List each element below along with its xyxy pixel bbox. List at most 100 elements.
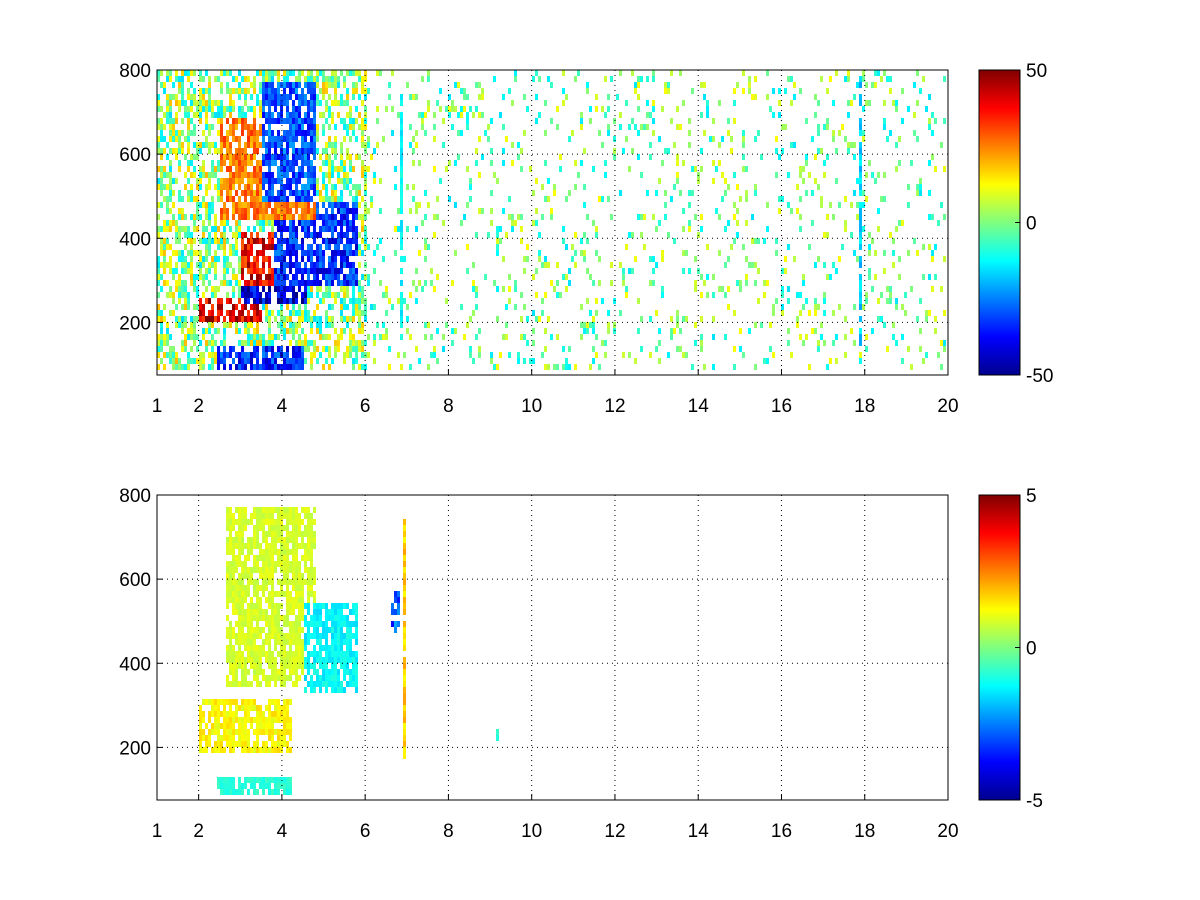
top-heatmap-cell	[163, 88, 166, 94]
top-heatmap-cell	[205, 346, 208, 352]
top-heatmap-cell	[253, 208, 256, 214]
bottom-heatmap-cell	[217, 705, 220, 711]
top-heatmap-cell	[232, 304, 235, 310]
top-heatmap-cell	[856, 214, 859, 220]
top-heatmap-cell	[346, 214, 349, 220]
top-heatmap-cell	[358, 232, 361, 238]
top-heatmap-cell	[724, 226, 727, 232]
top-heatmap-cell	[343, 298, 346, 304]
bottom-heatmap-cell	[253, 783, 256, 789]
top-heatmap-cell	[718, 100, 721, 106]
top-heatmap-cell	[322, 112, 325, 118]
top-heatmap-cell	[187, 364, 190, 370]
top-heatmap-cell	[400, 202, 403, 208]
top-colorbar-tick-labels: 500-50	[1015, 61, 1053, 387]
bottom-heatmap-cell	[271, 609, 274, 615]
top-heatmap-cell	[271, 136, 274, 142]
bottom-heatmap-cell	[307, 669, 310, 675]
top-heatmap-cell	[286, 100, 289, 106]
top-heatmap-cell	[310, 124, 313, 130]
top-heatmap-cell	[349, 298, 352, 304]
bottom-heatmap-cell	[283, 507, 286, 513]
top-heatmap-cell	[937, 352, 940, 358]
top-heatmap-cell	[205, 208, 208, 214]
top-heatmap-cell	[202, 364, 205, 370]
top-heatmap-cell	[259, 208, 262, 214]
top-heatmap-cell	[355, 340, 358, 346]
top-heatmap-cell	[211, 106, 214, 112]
top-heatmap-cell	[268, 196, 271, 202]
top-heatmap-cell	[211, 286, 214, 292]
top-heatmap-cell	[199, 172, 202, 178]
top-heatmap-cell	[316, 100, 319, 106]
bottom-x-tick-label: 4	[277, 821, 288, 842]
top-heatmap-cell	[292, 322, 295, 328]
bottom-heatmap-cell	[268, 639, 271, 645]
top-heatmap-cell	[253, 316, 256, 322]
top-heatmap-cell	[166, 262, 169, 268]
top-heatmap-cell	[346, 316, 349, 322]
top-heatmap-cell	[379, 334, 382, 340]
top-heatmap-cell	[547, 316, 550, 322]
top-heatmap-cell	[787, 202, 790, 208]
top-heatmap-cell	[685, 250, 688, 256]
top-heatmap-cell	[274, 214, 277, 220]
bottom-heatmap-cell	[253, 567, 256, 573]
top-heatmap-cell	[313, 154, 316, 160]
top-heatmap-cell	[475, 334, 478, 340]
top-heatmap-cell	[451, 328, 454, 334]
top-heatmap-cell	[301, 226, 304, 232]
top-heatmap-cell	[466, 124, 469, 130]
bottom-heatmap-cell	[253, 537, 256, 543]
bottom-heatmap-cell	[268, 597, 271, 603]
top-heatmap-cell	[562, 70, 565, 76]
top-heatmap-cell	[199, 238, 202, 244]
bottom-heatmap-cell	[343, 669, 346, 675]
bottom-heatmap-cell	[256, 645, 259, 651]
top-heatmap-cell	[277, 280, 280, 286]
top-heatmap-cell	[724, 190, 727, 196]
bottom-heatmap-cell	[244, 783, 247, 789]
top-heatmap-cell	[253, 346, 256, 352]
top-heatmap-cell	[187, 148, 190, 154]
bottom-heatmap-cell	[331, 675, 334, 681]
top-heatmap-cell	[283, 196, 286, 202]
bottom-heatmap-cell	[256, 579, 259, 585]
top-heatmap-cell	[169, 70, 172, 76]
bottom-heatmap-cell	[256, 735, 259, 741]
top-heatmap-cell	[886, 346, 889, 352]
top-heatmap-cell	[208, 322, 211, 328]
top-heatmap-cell	[358, 244, 361, 250]
top-heatmap-cell	[196, 196, 199, 202]
top-heatmap-cell	[277, 226, 280, 232]
top-heatmap-cell	[226, 154, 229, 160]
bottom-heatmap-cell	[289, 729, 292, 735]
top-heatmap-cell	[247, 190, 250, 196]
top-heatmap-cell	[253, 328, 256, 334]
top-heatmap-cell	[241, 256, 244, 262]
top-heatmap-cell	[349, 280, 352, 286]
top-heatmap-cell	[286, 184, 289, 190]
top-heatmap-cell	[340, 328, 343, 334]
top-heatmap-cell	[907, 202, 910, 208]
top-heatmap-cell	[226, 208, 229, 214]
top-heatmap-cell	[295, 160, 298, 166]
top-heatmap-cell	[259, 280, 262, 286]
top-heatmap-cell	[298, 82, 301, 88]
top-heatmap-cell	[160, 328, 163, 334]
top-heatmap-cell	[184, 292, 187, 298]
top-heatmap-cell	[583, 250, 586, 256]
top-heatmap-cell	[229, 112, 232, 118]
top-heatmap-cell	[181, 364, 184, 370]
top-heatmap-cell	[178, 250, 181, 256]
top-heatmap-cell	[178, 292, 181, 298]
top-heatmap-cell	[277, 94, 280, 100]
bottom-heatmap-cell	[223, 747, 226, 753]
top-heatmap-cell	[355, 268, 358, 274]
top-heatmap-cell	[484, 274, 487, 280]
bottom-heatmap-cell	[226, 675, 229, 681]
top-heatmap-cell	[400, 184, 403, 190]
top-heatmap-cell	[259, 172, 262, 178]
top-heatmap-cell	[307, 118, 310, 124]
